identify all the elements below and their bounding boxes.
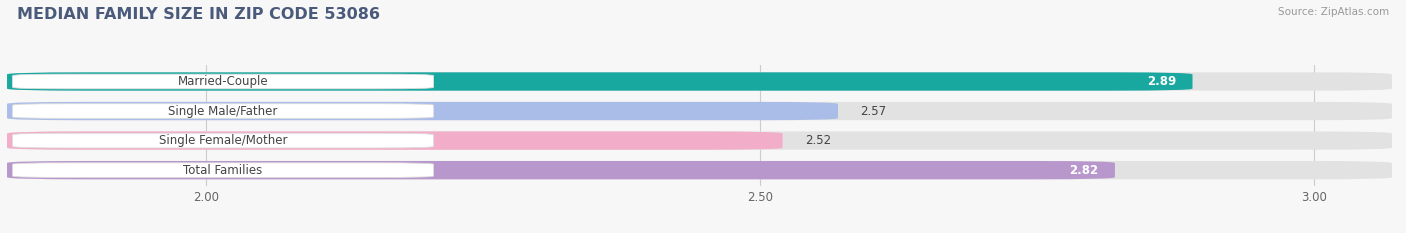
Text: Married-Couple: Married-Couple bbox=[177, 75, 269, 88]
FancyBboxPatch shape bbox=[13, 163, 433, 178]
Text: 2.52: 2.52 bbox=[804, 134, 831, 147]
FancyBboxPatch shape bbox=[7, 72, 1192, 91]
FancyBboxPatch shape bbox=[13, 104, 433, 118]
FancyBboxPatch shape bbox=[7, 131, 783, 150]
Text: 2.82: 2.82 bbox=[1069, 164, 1098, 177]
FancyBboxPatch shape bbox=[13, 74, 433, 89]
Text: Source: ZipAtlas.com: Source: ZipAtlas.com bbox=[1278, 7, 1389, 17]
FancyBboxPatch shape bbox=[13, 133, 433, 148]
Text: Single Female/Mother: Single Female/Mother bbox=[159, 134, 287, 147]
FancyBboxPatch shape bbox=[7, 102, 1392, 120]
FancyBboxPatch shape bbox=[7, 102, 838, 120]
Text: MEDIAN FAMILY SIZE IN ZIP CODE 53086: MEDIAN FAMILY SIZE IN ZIP CODE 53086 bbox=[17, 7, 380, 22]
Text: 2.89: 2.89 bbox=[1147, 75, 1175, 88]
Text: 2.57: 2.57 bbox=[860, 105, 886, 117]
Text: Single Male/Father: Single Male/Father bbox=[169, 105, 278, 117]
FancyBboxPatch shape bbox=[7, 161, 1115, 179]
FancyBboxPatch shape bbox=[7, 72, 1392, 91]
Text: Total Families: Total Families bbox=[183, 164, 263, 177]
FancyBboxPatch shape bbox=[7, 161, 1392, 179]
FancyBboxPatch shape bbox=[7, 131, 1392, 150]
